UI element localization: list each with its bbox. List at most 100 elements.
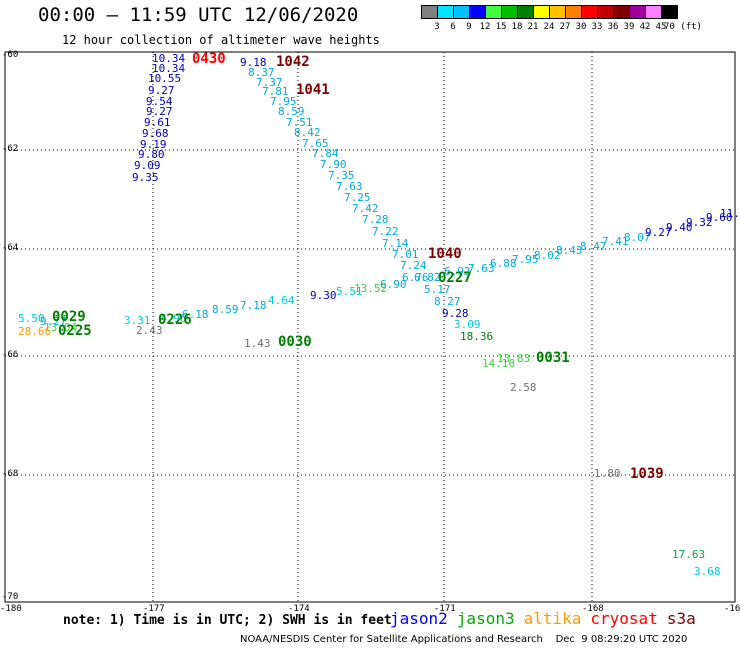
wave-height-value: 8.47: [580, 240, 607, 253]
pass-time-label: 0031: [536, 350, 570, 366]
wave-height-value: 7.41: [602, 235, 629, 248]
wave-height-value: 7.37: [256, 76, 283, 89]
colorbar: [421, 5, 678, 19]
colorbar-label: 18: [511, 22, 523, 32]
wave-height-value: 8.59: [278, 105, 305, 118]
legend-cryosat: cryosat: [590, 609, 658, 628]
map-title: 00:00 – 11:59 UTC 12/06/2020: [38, 4, 359, 26]
wave-height-value: 28.66: [18, 325, 52, 338]
colorbar-label: 24: [543, 22, 555, 32]
longitude-label: -174: [288, 604, 310, 614]
wave-height-value: 9.27: [645, 226, 672, 239]
wave-height-value: 9.68: [142, 127, 169, 140]
wave-height-value: 13.04: [44, 321, 78, 334]
wave-height-value: 7.81: [262, 85, 289, 98]
wave-height-value: 7.95: [270, 95, 297, 108]
latitude-label: -66: [2, 350, 19, 360]
wave-height-value: 6.90: [380, 278, 407, 291]
wave-height-value: 11.1: [720, 207, 740, 220]
wave-height-value: 3.31: [124, 314, 151, 327]
pass-time-label: 0029: [52, 309, 86, 325]
wave-height-value: 9.60: [706, 211, 733, 224]
colorbar-label: 33: [591, 22, 603, 32]
wave-height-value: 5.17: [424, 283, 451, 296]
wave-height-value: 10.55: [148, 72, 182, 85]
wave-height-value: 9.80: [138, 148, 165, 161]
wave-height-value: 10.34: [152, 62, 186, 75]
wave-height-value: 7.25: [344, 191, 371, 204]
colorbar-label: 12: [479, 22, 491, 32]
pass-time-label: 0226: [158, 312, 192, 328]
wave-height-value: 7.65: [302, 137, 329, 150]
latitude-label: -62: [2, 144, 19, 154]
wave-height-value: 1.43: [244, 337, 271, 350]
wave-height-value: 13.83: [497, 352, 531, 365]
wave-height-value: 5.50: [18, 312, 45, 325]
pass-time-label: 1039: [630, 466, 664, 482]
colorbar-label: 6: [450, 22, 456, 32]
wave-height-value: 7.24: [400, 259, 427, 272]
colorbar-label: 27: [559, 22, 571, 32]
wave-height-value: 17.63: [672, 548, 706, 561]
wave-height-value: 7.95: [512, 253, 539, 266]
wave-height-value: 7.90: [320, 158, 347, 171]
wave-height-value: 6.76: [402, 271, 429, 284]
colorbar-label: 36: [607, 22, 619, 32]
wave-height-value: 3.09: [454, 318, 481, 331]
wave-height-value: 9.28: [442, 307, 469, 320]
wave-height-value: 7.63: [336, 180, 363, 193]
legend-jason3: jason3: [456, 609, 515, 628]
satellite-legend: jason2 jason3 altika cryosat s3a: [390, 609, 705, 628]
pass-time-label: 1040: [428, 246, 462, 262]
latitude-label: -60: [2, 50, 19, 60]
wave-height-value: 7.84: [312, 147, 339, 160]
longitude-label: -168: [582, 604, 604, 614]
wave-height-value: 9.35: [132, 171, 159, 184]
wave-height-value: 14.16: [482, 357, 516, 370]
pass-time-label: 1041: [296, 82, 330, 98]
colorbar-label: 39: [623, 22, 635, 32]
wave-height-value: 8.37: [248, 66, 275, 79]
legend-jason2: jason2: [390, 609, 448, 628]
wave-height-value: 5.51: [336, 285, 363, 298]
wave-height-value: 7.28: [362, 213, 389, 226]
wave-height-value: 9.18: [240, 56, 267, 69]
wave-height-value: 7.51: [286, 116, 313, 129]
wave-height-value: 7.35: [328, 169, 355, 182]
wave-height-value: 4.96: [160, 312, 187, 325]
wave-height-value: 10.34: [152, 52, 186, 65]
wave-height-value: 3.68: [694, 565, 721, 578]
wave-height-value: 9.32: [686, 216, 713, 229]
colorbar-label: 21: [527, 22, 539, 32]
colorbar-label: 42: [639, 22, 651, 32]
wave-height-value: 7.18: [240, 299, 267, 312]
pass-time-label: 1042: [276, 54, 310, 70]
wave-height-value: 9.27: [146, 105, 173, 118]
wave-height-value: 6.88: [490, 257, 517, 270]
plot-frame: [4, 51, 736, 603]
colorbar-swatch: [661, 5, 678, 19]
wave-height-value: 9.27: [40, 315, 67, 328]
latitude-label: -64: [2, 243, 19, 253]
pass-time-label: 0430: [192, 51, 226, 67]
wave-height-value: 9.09: [134, 159, 161, 172]
wave-height-value: 7.01: [392, 248, 419, 261]
latitude-label: -68: [2, 469, 19, 479]
wave-height-value: 4.64: [268, 294, 295, 307]
wave-height-value: 9.54: [146, 95, 173, 108]
colorbar-label: 9: [466, 22, 472, 32]
wave-height-value: 9.30: [310, 289, 337, 302]
wave-height-value: 7.22: [372, 225, 399, 238]
wave-height-value: 18.36: [460, 330, 494, 343]
map-subtitle: 12 hour collection of altimeter wave hei…: [62, 33, 380, 47]
wave-height-value: 8.42: [294, 126, 321, 139]
wave-height-value: 2.43: [136, 324, 163, 337]
colorbar-label: 45: [655, 22, 667, 32]
pass-time-label: 0227: [438, 270, 472, 286]
units-note: note: 1) Time is in UTC; 2) SWH is in fe…: [63, 613, 392, 628]
legend-s3a: s3a: [666, 609, 696, 628]
longitude-label: -171: [434, 604, 456, 614]
longitude-label: -180: [0, 604, 22, 614]
wave-height-value: 2.58: [510, 381, 537, 394]
